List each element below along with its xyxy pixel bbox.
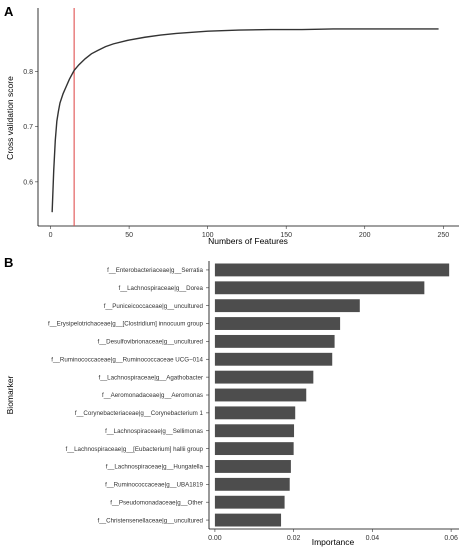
panel-a-x-axis-title: Numbers of Features — [208, 236, 288, 246]
panel-b-x-ticks: 0.00 0.02 0.04 0.06 — [208, 529, 458, 542]
importance-bar — [214, 370, 314, 384]
panel-b-letter: B — [4, 255, 13, 270]
panel-b-bars — [214, 263, 450, 527]
importance-bar — [214, 495, 285, 509]
biomarker-label: f__Aeromonadaceae|g__Aeromonas — [102, 392, 203, 399]
panel-b-y-axis-title: Biomarker — [5, 375, 15, 414]
panel-a-y-axis-title: Cross validation score — [5, 76, 15, 160]
biomarker-label: f__Enterobacteriaceae|g__Serratia — [107, 267, 203, 274]
biomarker-label: f__Puniceicoccaceae|g__uncultured — [104, 303, 204, 310]
biomarker-label: f__Lachnospiraceae|g__Dorea — [118, 285, 203, 292]
biomarker-label: f__Lachnospiraceae|g__Hungatella — [106, 464, 204, 471]
biomarker-label: f__Christensenellaceae|g__uncultured — [98, 517, 204, 524]
importance-bar — [214, 263, 450, 277]
panel-a-line-chart: 0 50 100 150 200 250 0.6 0.7 0.8 Numbers of Fea… — [5, 8, 459, 246]
panel-a-x-tick-label: 200 — [359, 232, 371, 239]
importance-bar — [214, 317, 341, 330]
importance-bar — [214, 281, 425, 295]
importance-bar — [214, 424, 295, 438]
importance-bar — [214, 388, 307, 402]
panel-b-bar-chart: f__Enterobacteriaceae|g__Serratia f__Lach… — [5, 261, 459, 547]
panel-b-x-axis-title: Importance — [312, 537, 355, 547]
importance-bar — [214, 513, 282, 527]
importance-bar — [214, 460, 291, 473]
importance-bar — [214, 442, 294, 456]
biomarker-label: f__Desulfovibrionaceae|g__uncultured — [98, 339, 204, 346]
biomarker-label: f__Ruminococcaceae|g__Ruminococcaceae UC… — [51, 356, 203, 363]
panel-a-x-tick-label: 150 — [280, 232, 292, 239]
importance-bar — [214, 406, 296, 420]
panel-b-category-labels: f__Enterobacteriaceae|g__Serratia f__Lach… — [48, 267, 209, 524]
biomarker-label: f__Corynebacteriaceae|g__Corynebacterium… — [75, 410, 204, 417]
panel-a-y-tick-label: 0.6 — [23, 179, 33, 186]
panel-b-x-tick-label: 0.04 — [366, 535, 380, 542]
panel-a-y-tick-label: 0.8 — [23, 69, 33, 76]
panel-a-y-ticks: 0.6 0.7 0.8 — [23, 69, 38, 186]
panel-a-x-tick-label: 250 — [437, 232, 449, 239]
biomarker-label: f__Pseudomonadaceae|g__Other — [110, 499, 203, 506]
panel-b-x-tick-label: 0.02 — [287, 535, 301, 542]
panel-a-x-tick-label: 0 — [49, 232, 53, 239]
biomarker-label: f__Lachnospiraceae|g__Sellimonas — [105, 428, 203, 435]
panel-b-x-tick-label: 0.00 — [208, 535, 222, 542]
panel-a-y-tick-label: 0.7 — [23, 124, 33, 131]
importance-bar — [214, 477, 290, 491]
cv-score-curve — [51, 28, 439, 213]
importance-bar — [214, 334, 335, 348]
panel-a-x-tick-label: 100 — [202, 232, 214, 239]
importance-bar — [214, 352, 333, 366]
panel-a-letter: A — [4, 4, 14, 19]
biomarker-label: f__Ruminococcaceae|g__UBA1819 — [105, 482, 203, 489]
panel-a-x-ticks: 0 50 100 150 200 250 — [49, 226, 449, 239]
panel-b-x-tick-label: 0.06 — [444, 535, 458, 542]
biomarker-label: f__Lachnospiraceae|g__Agathobacter — [99, 374, 203, 381]
biomarker-label: f__Lachnospiraceae|g__[Eubacterium] hall… — [66, 446, 204, 453]
importance-bar — [214, 299, 360, 313]
biomarker-label: f__Erysipelotrichaceae|g__[Clostridium] … — [48, 321, 204, 328]
panel-a-x-tick-label: 50 — [125, 232, 133, 239]
